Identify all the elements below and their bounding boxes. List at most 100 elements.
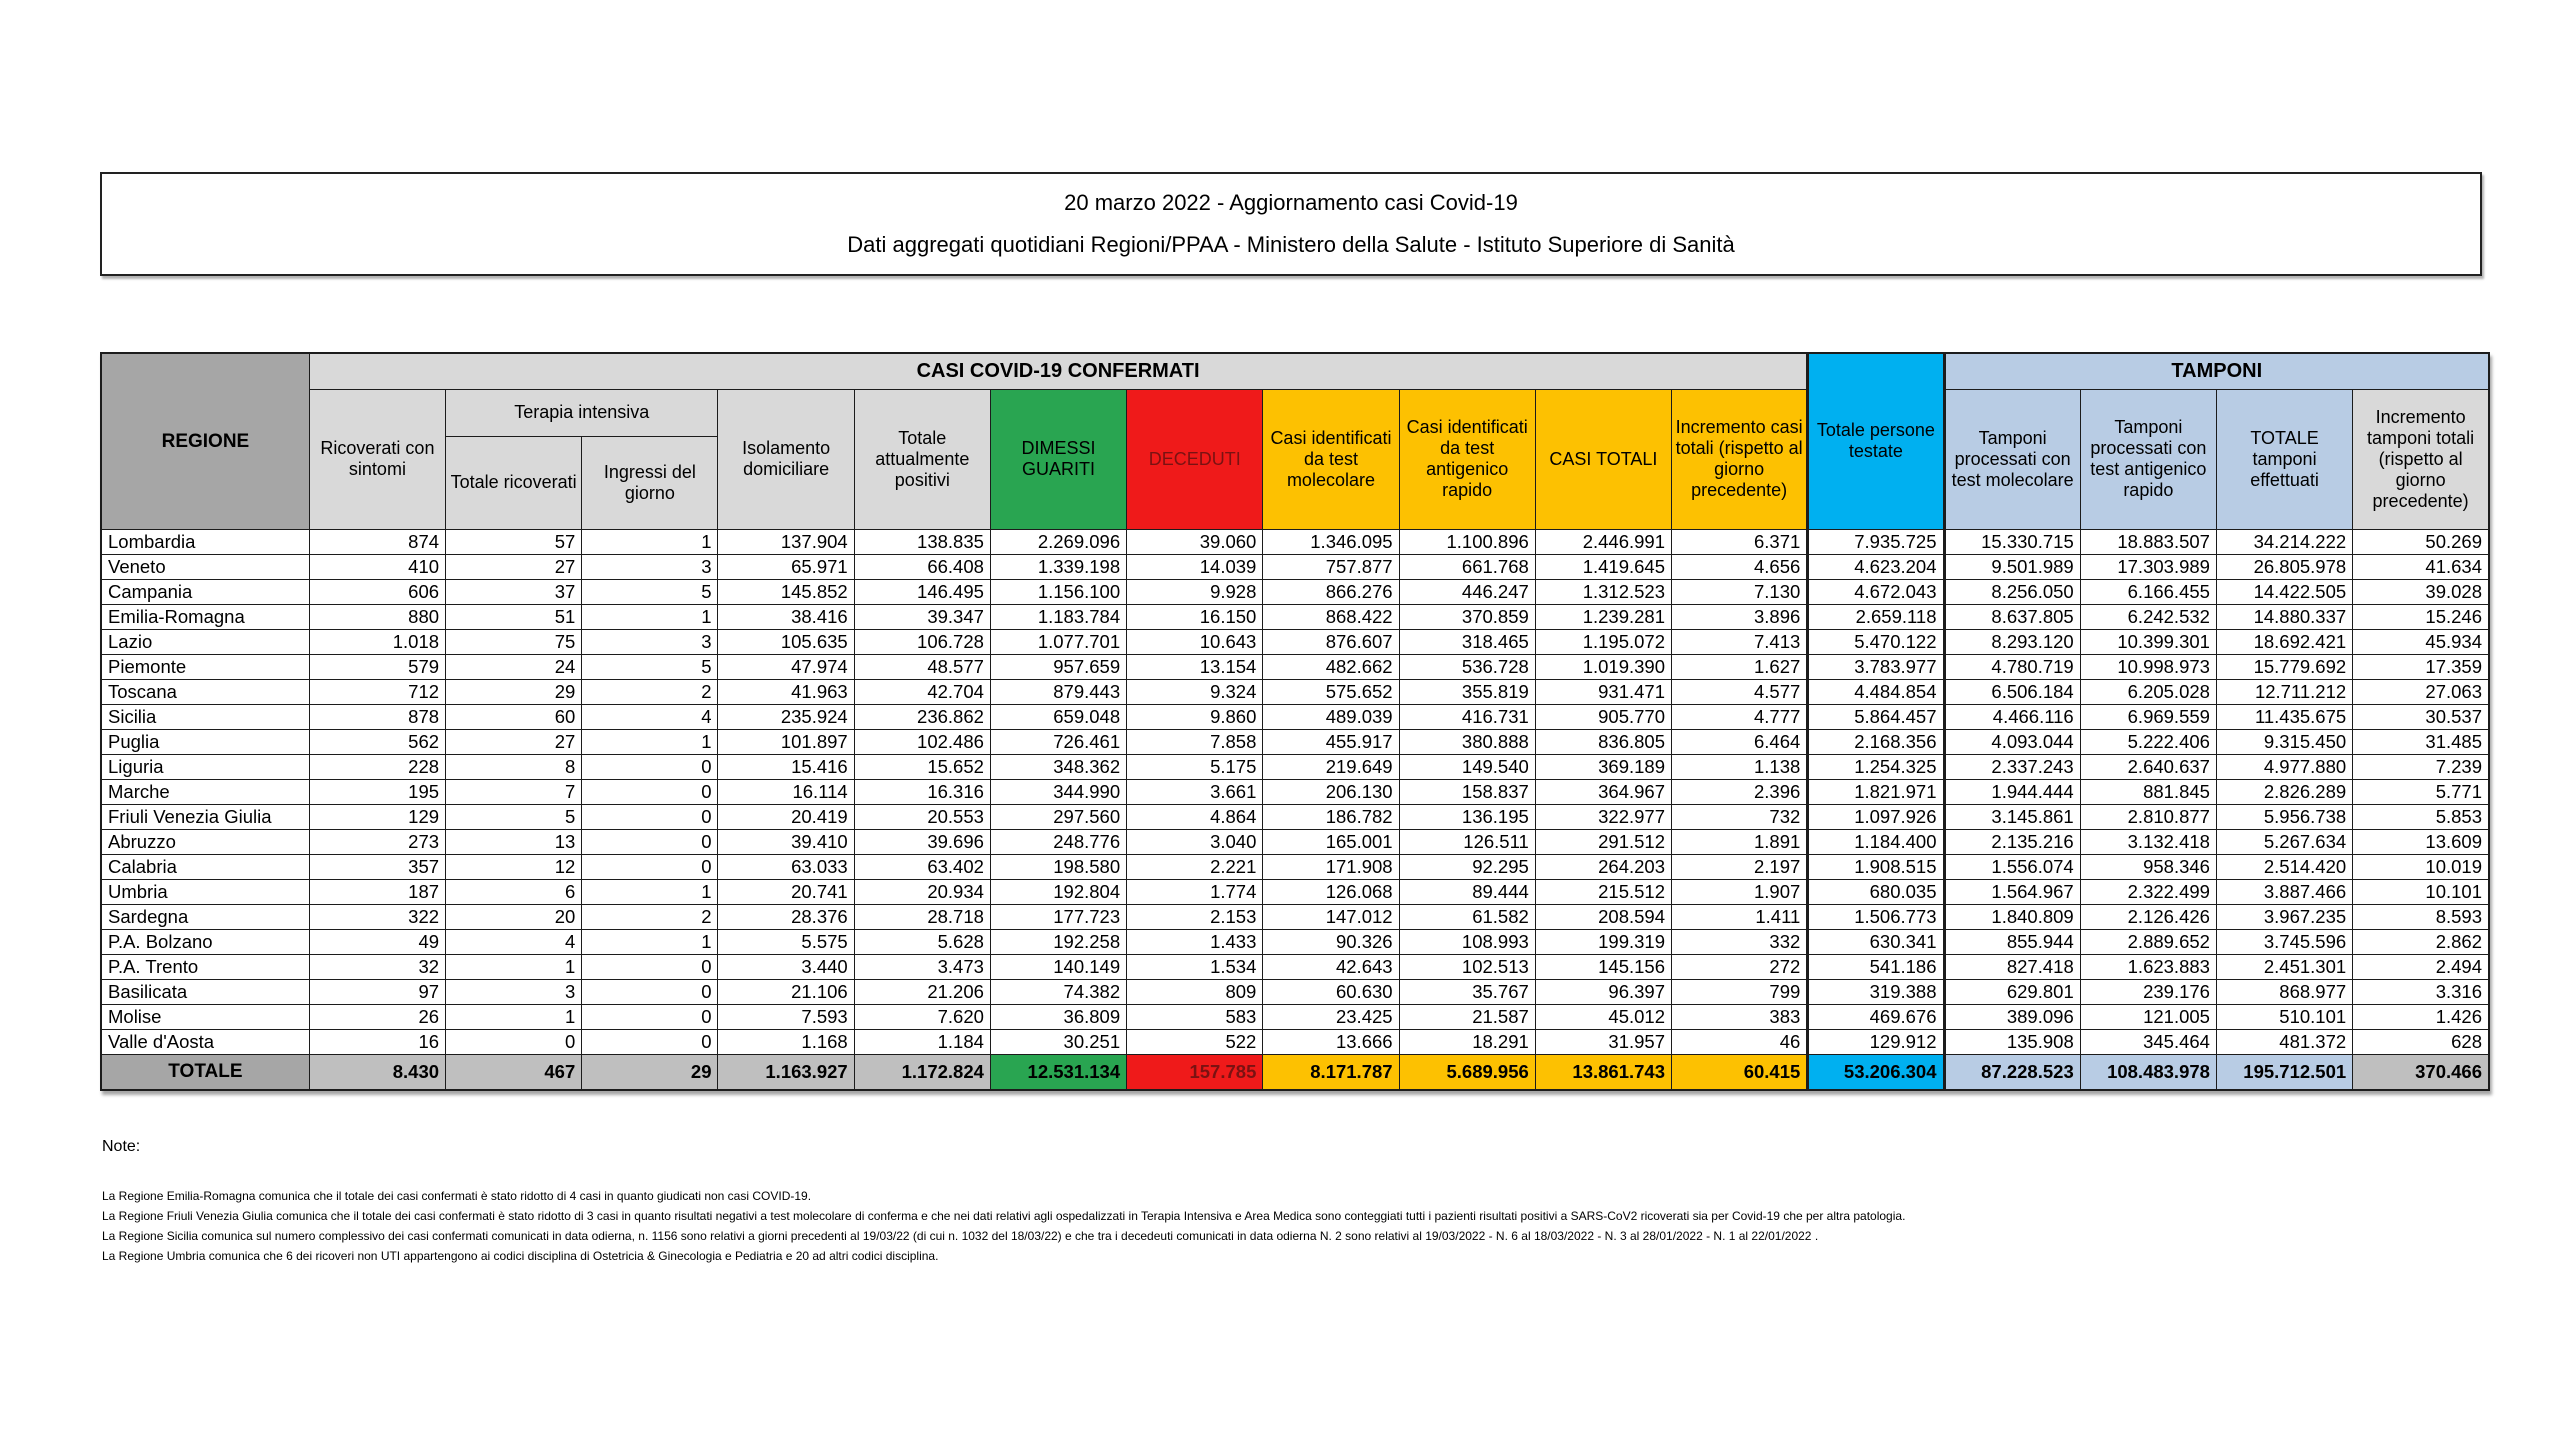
value-cell: 2.889.652 — [2079, 928, 2217, 955]
column-header-isolamento-domiciliare: Isolamento domiciliare — [717, 388, 855, 530]
value-cell: 136.195 — [1398, 803, 1536, 830]
value-cell: 239.176 — [2079, 978, 2217, 1005]
column-header-casi-totali: CASI TOTALI — [1534, 388, 1673, 530]
value-cell: 1.564.967 — [1943, 878, 2081, 905]
value-cell: 712 — [308, 678, 447, 705]
value-cell: 5.771 — [2352, 778, 2490, 805]
value-cell: 9.324 — [1126, 678, 1264, 705]
value-cell: 469.676 — [1806, 1003, 1946, 1030]
value-cell: 3.896 — [1671, 603, 1809, 630]
value-cell: 13.154 — [1126, 653, 1264, 680]
table-row: Valle d'Aosta 16 0 0 1.168 1.184 30.251 522 13.6… — [100, 1028, 2490, 1055]
value-cell: 51 — [445, 603, 583, 630]
value-cell: 215.512 — [1534, 878, 1673, 905]
value-cell: 12 — [445, 853, 583, 880]
value-cell: 364.967 — [1534, 778, 1673, 805]
value-cell: 1.018 — [308, 628, 447, 655]
report-title-box: 20 marzo 2022 - Aggiornamento casi Covid… — [100, 172, 2482, 276]
value-cell: 8 — [445, 753, 583, 780]
value-cell: 357 — [308, 853, 447, 880]
value-cell: 1.419.645 — [1534, 553, 1673, 580]
value-cell: 5 — [445, 803, 583, 830]
value-cell: 16.316 — [853, 778, 991, 805]
value-cell: 26 — [308, 1003, 447, 1030]
value-cell: 31.485 — [2352, 728, 2490, 755]
table-row: Toscana 712 29 2 41.963 42.704 879.443 9.324 575… — [100, 678, 2490, 705]
covid-data-table: REGIONE CASI COVID-19 CONFERMATI Totale … — [100, 352, 2490, 1091]
value-cell: 15.416 — [717, 753, 855, 780]
value-cell: 355.819 — [1398, 678, 1536, 705]
value-cell: 4.093.044 — [1943, 728, 2081, 755]
value-cell: 2.269.096 — [989, 528, 1128, 555]
column-header-dimessi-guariti: DIMESSI GUARITI — [989, 388, 1128, 530]
value-cell: 2.396 — [1671, 778, 1809, 805]
value-cell: 9.501.989 — [1943, 553, 2081, 580]
column-header-totale-attualmente-positivi: Totale attualmente positivi — [853, 388, 991, 530]
value-cell: 199.319 — [1534, 928, 1673, 955]
value-cell: 726.461 — [989, 728, 1128, 755]
value-cell: 8.293.120 — [1943, 628, 2081, 655]
value-cell: 332 — [1671, 928, 1809, 955]
region-cell: Campania — [100, 578, 310, 605]
value-cell: 26.805.978 — [2215, 553, 2354, 580]
region-cell: Puglia — [100, 728, 310, 755]
value-cell: 0 — [581, 1028, 719, 1055]
value-cell: 369.189 — [1534, 753, 1673, 780]
value-cell: 20.419 — [717, 803, 855, 830]
value-cell: 541.186 — [1806, 953, 1946, 980]
value-cell: 4.864 — [1126, 803, 1264, 830]
report-title: 20 marzo 2022 - Aggiornamento casi Covid… — [1064, 190, 1518, 216]
region-cell: Lombardia — [100, 528, 310, 555]
value-cell: 158.837 — [1398, 778, 1536, 805]
value-cell: 3.745.596 — [2215, 928, 2354, 955]
value-cell: 6.205.028 — [2079, 678, 2217, 705]
value-cell: 3.887.466 — [2215, 878, 2354, 905]
column-header-ricoverati-con-sintomi: Ricoverati con sintomi — [308, 388, 447, 530]
value-cell: 383 — [1671, 1003, 1809, 1030]
value-cell: 4.484.854 — [1806, 678, 1946, 705]
value-cell: 165.001 — [1262, 828, 1400, 855]
notes-list: La Regione Emilia-Romagna comunica che i… — [102, 1186, 2542, 1266]
value-cell: 39.696 — [853, 828, 991, 855]
value-cell: 39.347 — [853, 603, 991, 630]
total-value-cell: 108.483.978 — [2079, 1053, 2217, 1091]
value-cell: 8.637.805 — [1943, 603, 2081, 630]
value-cell: 2.337.243 — [1943, 753, 2081, 780]
value-cell: 4.777 — [1671, 703, 1809, 730]
value-cell: 17.359 — [2352, 653, 2490, 680]
value-cell: 1 — [445, 1003, 583, 1030]
value-cell: 8.593 — [2352, 903, 2490, 930]
value-cell: 48.577 — [853, 653, 991, 680]
value-cell: 20.934 — [853, 878, 991, 905]
value-cell: 49 — [308, 928, 447, 955]
value-cell: 219.649 — [1262, 753, 1400, 780]
total-value-cell: 1.163.927 — [717, 1053, 855, 1091]
value-cell: 89.444 — [1398, 878, 1536, 905]
value-cell: 455.917 — [1262, 728, 1400, 755]
region-cell: Lazio — [100, 628, 310, 655]
value-cell: 827.418 — [1943, 953, 2081, 980]
value-cell: 208.594 — [1534, 903, 1673, 930]
value-cell: 14.039 — [1126, 553, 1264, 580]
value-cell: 37 — [445, 578, 583, 605]
value-cell: 1.891 — [1671, 828, 1809, 855]
total-value-cell: 8.430 — [308, 1053, 447, 1091]
value-cell: 13.666 — [1262, 1028, 1400, 1055]
value-cell: 39.028 — [2352, 578, 2490, 605]
value-cell: 24 — [445, 653, 583, 680]
value-cell: 41.963 — [717, 678, 855, 705]
value-cell: 149.540 — [1398, 753, 1536, 780]
value-cell: 878 — [308, 703, 447, 730]
total-value-cell: 53.206.304 — [1806, 1053, 1946, 1091]
value-cell: 17.303.989 — [2079, 553, 2217, 580]
value-cell: 20.741 — [717, 878, 855, 905]
value-cell: 129 — [308, 803, 447, 830]
value-cell: 1 — [445, 953, 583, 980]
value-cell: 2.221 — [1126, 853, 1264, 880]
value-cell: 195 — [308, 778, 447, 805]
value-cell: 5.267.634 — [2215, 828, 2354, 855]
value-cell: 1.184 — [853, 1028, 991, 1055]
value-cell: 66.408 — [853, 553, 991, 580]
value-cell: 12.711.212 — [2215, 678, 2354, 705]
